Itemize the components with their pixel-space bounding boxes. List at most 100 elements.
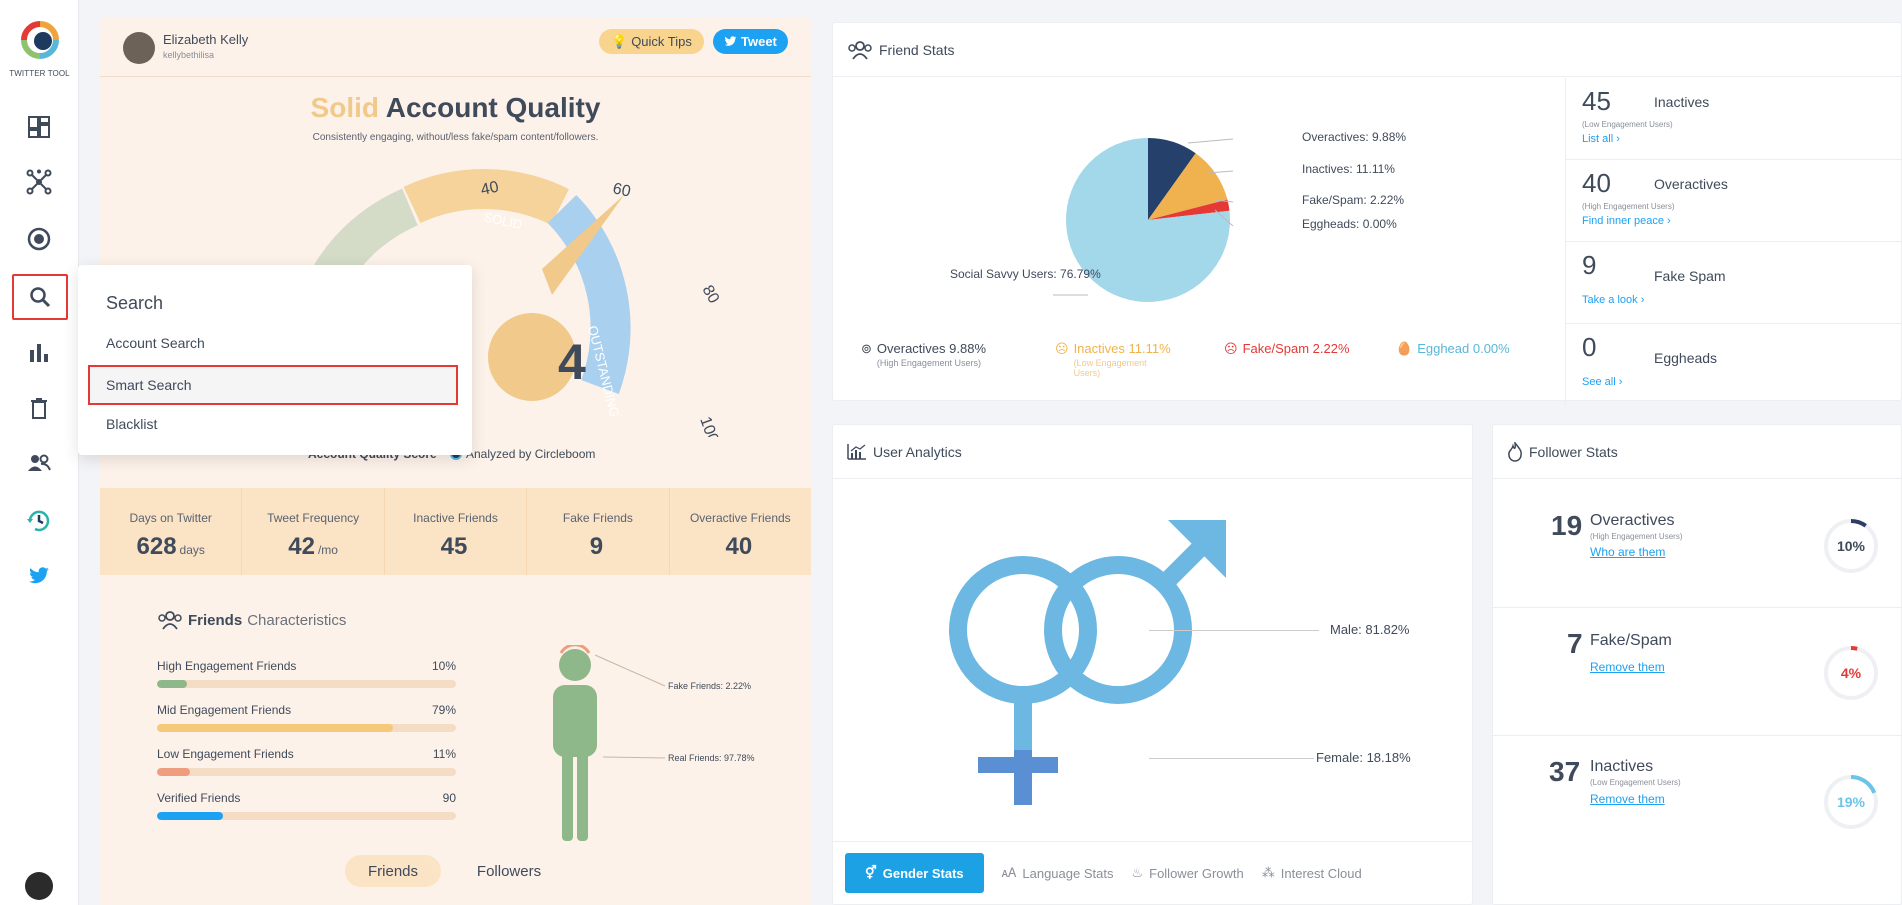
side-label: Overactives	[1654, 176, 1728, 192]
legend-label: Fake/Spam 2.22%	[1242, 341, 1350, 356]
trash-icon[interactable]	[20, 389, 58, 427]
bar-mid-engagement: Mid Engagement Friends 79%	[157, 703, 456, 732]
person-body	[553, 685, 597, 757]
smart-search-item[interactable]: Smart Search	[88, 365, 458, 405]
bar-value: 90	[442, 791, 456, 805]
stat-label: Inactive Friends	[413, 511, 498, 525]
friends-toggle[interactable]: Friends	[345, 855, 441, 887]
friend-stats-card: Friend Stats Overactives: 9.88% Inactive…	[832, 22, 1902, 406]
logo[interactable]: TWITTER TOOL	[0, 20, 79, 78]
pie-label-eggheads: Eggheads: 0.00%	[1302, 217, 1397, 231]
list-all-link[interactable]: List all ›	[1582, 133, 1620, 145]
legend-sub: (Low Engagement Users)	[1073, 358, 1147, 378]
see-all-link[interactable]: See all ›	[1582, 376, 1623, 388]
target-icon[interactable]	[20, 220, 58, 258]
followers-toggle[interactable]: Followers	[476, 862, 542, 880]
real-friends-label: Real Friends: 97.78%	[668, 753, 755, 763]
tab-language-stats[interactable]: 🗚 Language Stats	[1002, 865, 1114, 881]
bar-low-engagement: Low Engagement Friends 11%	[157, 747, 456, 776]
tab-label: Interest Cloud	[1280, 865, 1362, 881]
tab-gender-stats[interactable]: ⚥ Gender Stats	[845, 853, 984, 893]
analytics-icon[interactable]	[20, 333, 58, 371]
quick-tips-button[interactable]: 💡 Quick Tips	[599, 29, 704, 54]
friends-group-icon	[848, 40, 872, 60]
stat-value: 42/mo	[242, 533, 383, 561]
tab-follower-growth[interactable]: ♨ Follower Growth	[1131, 865, 1243, 881]
male-arrow-head	[1168, 520, 1226, 578]
stat-number: 40	[725, 533, 753, 560]
user-analytics-header: User Analytics	[833, 425, 1472, 479]
search-menu-title: Search	[106, 293, 164, 313]
ring-fakespam: 4%	[1824, 646, 1878, 700]
sidebar: TWITTER TOOL	[0, 0, 79, 905]
bar-label: High Engagement Friends	[157, 659, 297, 673]
stat-value: 628 days	[100, 533, 241, 561]
logo-text: TWITTER TOOL	[9, 69, 70, 78]
tab-label: Language Stats	[1022, 865, 1114, 881]
stat-unit: days	[179, 543, 205, 557]
user-analytics-card: User Analytics Male: 81.82% Female: 18.1…	[832, 424, 1474, 905]
stat-label: Fake Friends	[562, 511, 633, 525]
ring-overactives: 10%	[1824, 519, 1878, 573]
who-are-them-link[interactable]: Who are them	[1590, 545, 1666, 559]
people-icon[interactable]	[20, 444, 58, 482]
ring-pct: 10%	[1837, 538, 1866, 554]
egg-icon: 🥚	[1396, 341, 1413, 356]
gauge-needle	[542, 195, 624, 295]
pie-slice-fake-spam	[1148, 199, 1230, 220]
ring-inactives: 19%	[1824, 775, 1878, 829]
bar-label: Low Engagement Friends	[157, 747, 294, 761]
legend-sub: (High Engagement Users)	[876, 358, 981, 368]
pie-label-social: Social Savvy Users: 76.79%	[950, 267, 1101, 281]
follower-stats-title: Follower Stats	[1529, 443, 1618, 460]
analyzed-label: Analyzed by Circleboom	[466, 447, 596, 461]
follower-label: Fake/Spam	[1590, 632, 1672, 649]
tweet-button[interactable]: Tweet	[713, 29, 788, 54]
dashboard-icon[interactable]	[20, 108, 58, 146]
account-search-item[interactable]: Account Search	[106, 335, 205, 351]
take-a-look-link[interactable]: Take a look ›	[1582, 294, 1645, 306]
search-icon[interactable]	[12, 274, 68, 320]
bar-fill	[157, 768, 190, 776]
scheduler-icon[interactable]	[20, 502, 58, 540]
bar-track	[157, 724, 456, 732]
user-avatar[interactable]	[25, 872, 53, 900]
tweet-label: Tweet	[741, 34, 777, 49]
stat-value: 9	[527, 533, 668, 561]
friend-stats-header: Friend Stats	[833, 23, 1901, 77]
pie-slices	[1066, 138, 1230, 302]
sleepy-face-icon: ☹	[1055, 341, 1069, 356]
bar-track	[157, 768, 456, 776]
follower-item-fakespam: 7 Fake/Spam Remove them 4%	[1493, 608, 1902, 736]
gauge-tick-100: 100	[696, 415, 721, 437]
pie-label-inactives: Inactives: 11.11%	[1302, 162, 1395, 176]
friends-person-figure: Fake Friends: 2.22% Real Friends: 97.78%	[553, 645, 755, 841]
remove-them-link[interactable]: Remove them	[1590, 792, 1665, 806]
legend-overactives: ⊚ Overactives 9.88% (High Engagement User…	[861, 341, 986, 368]
ring-arc	[1824, 775, 1878, 829]
follower-num: 7	[1567, 628, 1583, 659]
network-icon[interactable]	[20, 163, 58, 201]
side-num: 0	[1582, 332, 1597, 362]
legend-fakespam: ☹ Fake/Spam 2.22%	[1224, 341, 1350, 357]
pie-slice-overactives	[1148, 138, 1196, 220]
stat-label: Days on Twitter	[129, 511, 212, 525]
side-num: 45	[1582, 86, 1611, 116]
follower-label: Overactives	[1590, 512, 1675, 529]
blacklist-item[interactable]: Blacklist	[106, 416, 158, 432]
profile-header: Elizabeth Kelly kellybethilisa 💡 Quick T…	[100, 17, 811, 77]
bar-label: Mid Engagement Friends	[157, 703, 292, 717]
side-num: 9	[1582, 250, 1597, 280]
tab-interest-cloud[interactable]: ⁂ Interest Cloud	[1262, 865, 1362, 881]
tab-label: Follower Growth	[1149, 865, 1244, 881]
characteristics-light: Characteristics	[247, 611, 347, 629]
twitter-icon[interactable]	[20, 557, 58, 595]
person-head	[559, 649, 591, 681]
person-leg-right	[577, 745, 588, 841]
pie-slice-inactives	[1148, 153, 1228, 220]
pie-slice-social-savvy-users	[1066, 138, 1230, 302]
analytics-chart-icon	[847, 443, 866, 460]
find-inner-peace-link[interactable]: Find inner peace ›	[1582, 215, 1671, 227]
friend-stats-pie	[1053, 138, 1234, 302]
remove-them-link[interactable]: Remove them	[1590, 660, 1665, 674]
